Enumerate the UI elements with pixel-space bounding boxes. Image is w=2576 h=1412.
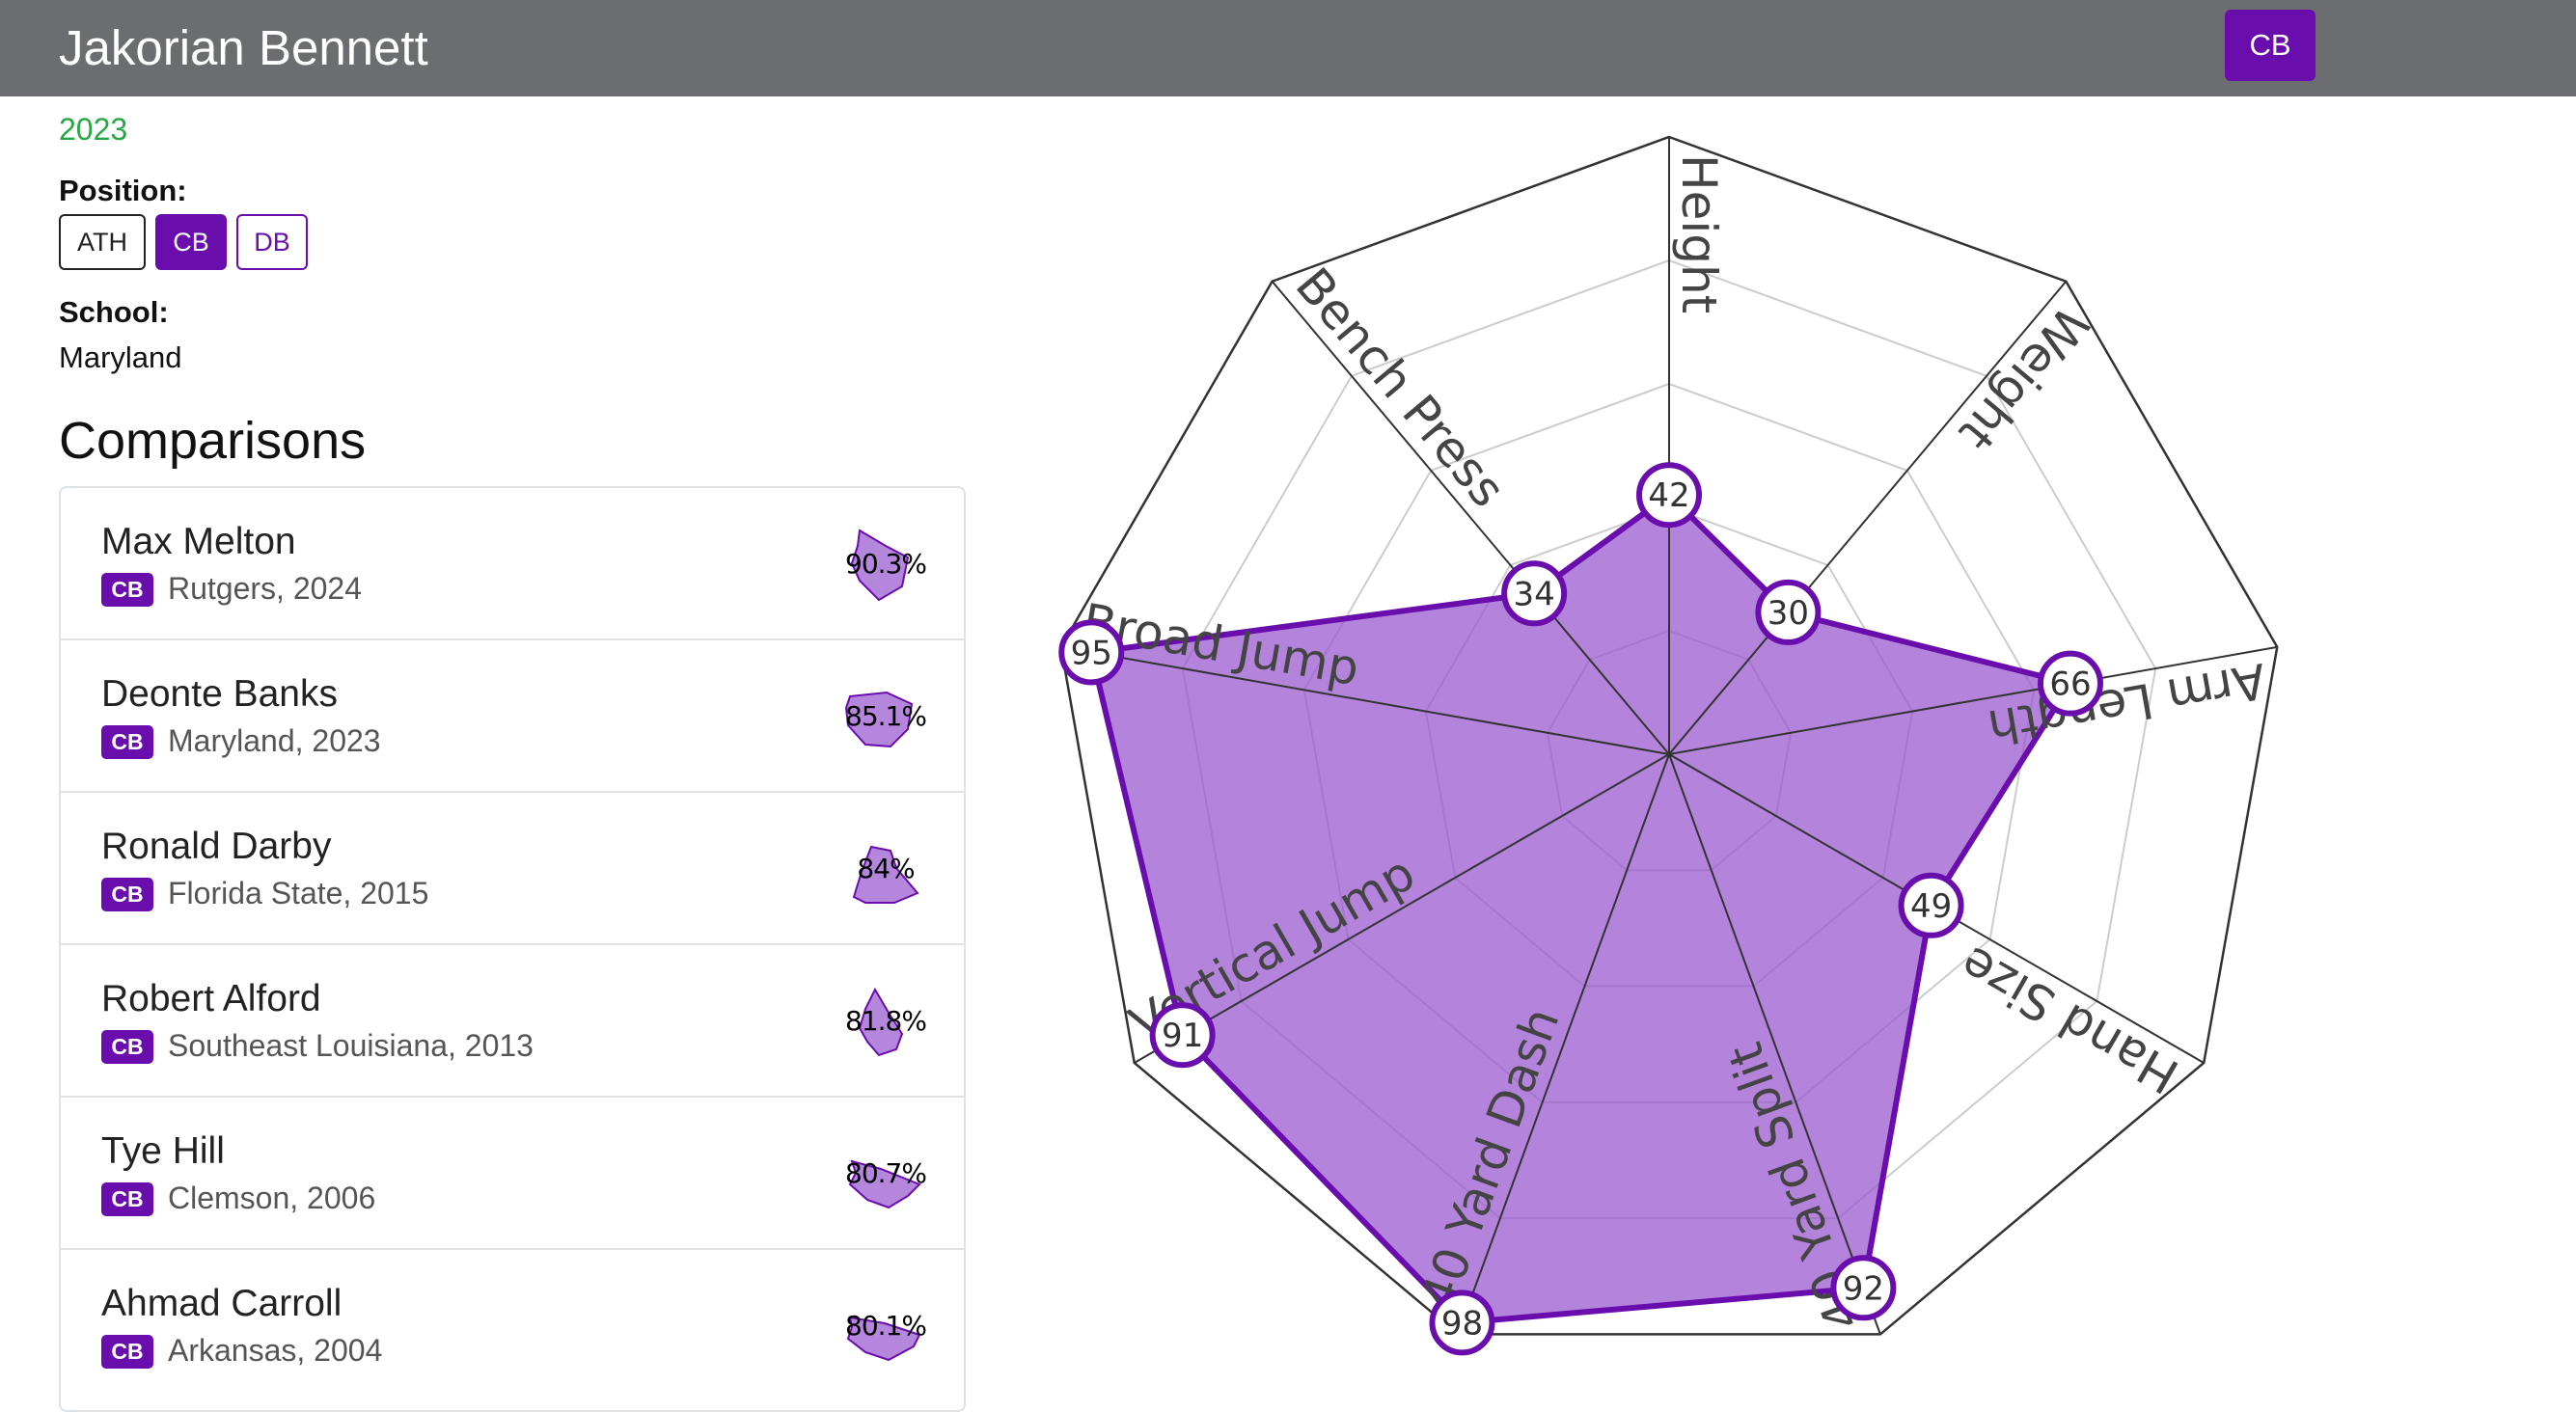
similarity-percent: 85.1%: [845, 700, 927, 732]
radar-data-area: [1088, 492, 2073, 1326]
school-value: Maryland: [59, 340, 182, 374]
mini-radar-icon: [850, 529, 910, 602]
radar-value-marker: [2037, 650, 2103, 717]
radar-spoke: [1668, 645, 2278, 755]
radar-value-label: 98: [1441, 1304, 1483, 1343]
position-cb-selected-button[interactable]: CB: [155, 214, 227, 270]
similarity-percent: 80.7%: [845, 1157, 927, 1189]
comparison-school-year: Maryland, 2023: [168, 723, 381, 758]
top-navbar: Jakorian Bennett CB: [0, 0, 2576, 96]
radar-value-label: 49: [1910, 887, 1952, 926]
radar-spoke: [1134, 753, 1670, 1064]
comparison-item[interactable]: Tye Hill CB Clemson, 2006 80.7%: [61, 1098, 964, 1250]
radar-value-marker: [1830, 1255, 1897, 1321]
radar-value-label: 92: [1843, 1269, 1884, 1308]
radar-value-marker: [1755, 579, 1822, 645]
comparison-name: Tye Hill: [101, 1130, 225, 1172]
position-label: Position:: [59, 174, 187, 207]
comparison-item[interactable]: Max Melton CB Rutgers, 2024 90.3%: [61, 488, 964, 640]
radar-value-label: 95: [1071, 634, 1112, 672]
radar-value-label: 34: [1513, 575, 1554, 613]
comparison-name: Deonte Banks: [101, 673, 338, 715]
comparison-name: Robert Alford: [101, 978, 321, 1019]
comparisons-heading: Comparisons: [59, 412, 367, 470]
radar-value-label: 91: [1162, 1017, 1203, 1055]
position-db-button[interactable]: DB: [236, 214, 308, 270]
comparison-item[interactable]: Ahmad Carroll CB Arkansas, 2004 80.1%: [61, 1250, 964, 1402]
radar-axis-label: Arm Length: [1984, 652, 2270, 756]
comparison-name: Ahmad Carroll: [101, 1283, 343, 1324]
radar-value-label: 30: [1768, 594, 1809, 633]
position-badge: CB: [101, 725, 153, 759]
mini-radar-icon: [848, 1159, 921, 1209]
similarity-percent: 84%: [857, 853, 915, 884]
radar-spoke: [1457, 753, 1670, 1335]
comparison-school-year: Florida State, 2015: [168, 876, 429, 910]
radar-value-marker: [1149, 1002, 1216, 1069]
mini-radar-icon: [844, 691, 914, 748]
mini-radar-icon: [846, 1316, 921, 1362]
radar-value-marker: [1429, 1290, 1495, 1356]
comparison-name: Ronald Darby: [101, 826, 332, 867]
radar-axis-label: Hand Size: [1951, 936, 2188, 1104]
radar-value-label: 66: [2049, 665, 2091, 704]
position-badge: CB: [101, 1335, 153, 1369]
radar-value-label: 42: [1648, 476, 1689, 515]
radar-spoke: [1668, 753, 1881, 1335]
draft-year: 2023: [59, 112, 128, 147]
position-badge: CB: [101, 1030, 153, 1064]
school-label: School:: [59, 295, 169, 329]
comparison-school-year: Rutgers, 2024: [168, 571, 363, 606]
position-badge: CB: [101, 878, 153, 911]
comparison-school-year: Clemson, 2006: [168, 1181, 376, 1215]
mini-radar-icon: [852, 845, 919, 904]
radar-axis-label: Height: [1671, 154, 1727, 313]
comparison-item[interactable]: Robert Alford CB Southeast Louisiana, 20…: [61, 945, 964, 1098]
similarity-percent: 90.3%: [845, 548, 927, 580]
radar-value-marker: [1058, 619, 1125, 686]
comparison-school-year: Arkansas, 2004: [168, 1333, 383, 1368]
comparison-item[interactable]: Ronald Darby CB Florida State, 2015 84%: [61, 793, 964, 945]
position-badge: CB: [101, 573, 153, 607]
position-badge: CB: [101, 1182, 153, 1216]
radar-value-marker: [1636, 462, 1702, 529]
comparisons-list: Max Melton CB Rutgers, 2024 90.3% Deonte…: [59, 486, 966, 1412]
comparison-school-year: Southeast Louisiana, 2013: [168, 1028, 534, 1063]
similarity-percent: 81.8%: [845, 1005, 927, 1037]
radar-spoke: [1271, 281, 1670, 755]
radar-spoke: [1060, 645, 1670, 755]
comparison-item[interactable]: Deonte Banks CB Maryland, 2023 85.1%: [61, 640, 964, 793]
position-ath-button[interactable]: ATH: [59, 214, 146, 270]
radar-spoke: [1668, 281, 2068, 755]
radar-axis-label: Weight: [1948, 296, 2098, 461]
player-name-title: Jakorian Bennett: [59, 20, 428, 75]
mini-radar-icon: [858, 987, 904, 1057]
radar-value-marker: [1898, 872, 1964, 938]
radar-value-marker: [1501, 560, 1568, 627]
radar-axis-label: Bench Press: [1285, 258, 1516, 518]
radar-outer-ring: [1059, 135, 2279, 1336]
position-cb-button[interactable]: CB: [2225, 10, 2316, 81]
comparison-name: Max Melton: [101, 521, 296, 562]
similarity-percent: 80.1%: [845, 1310, 927, 1342]
